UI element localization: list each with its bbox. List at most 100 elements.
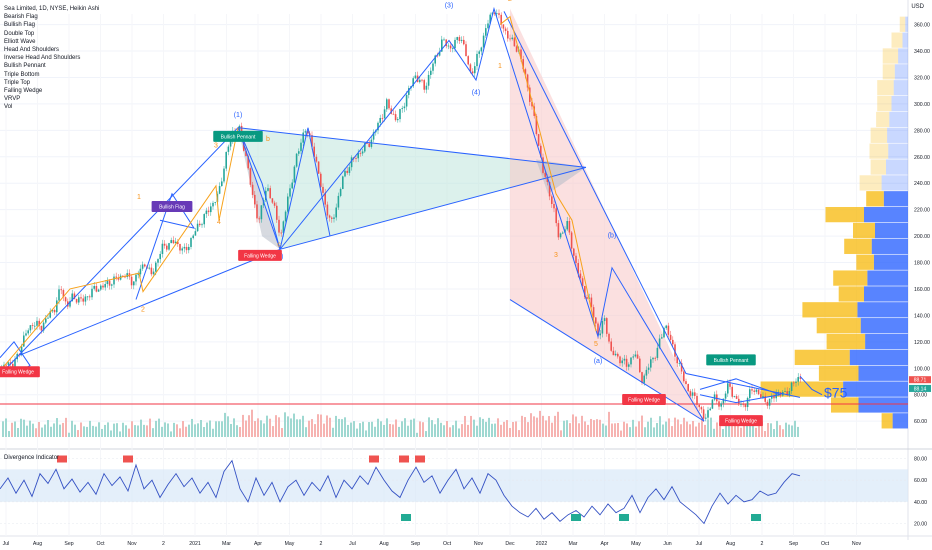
volume-bar [374,426,376,437]
candle-body [82,298,84,302]
candle-body [562,232,564,234]
indicator-item[interactable]: Triple Top [4,79,31,86]
pattern-tag [719,415,763,427]
candle-body [80,297,82,299]
volume-bar [116,423,118,437]
volume-bar [608,411,610,437]
time-tick-label: 2 [320,541,323,547]
candle-body [634,354,637,357]
candle-body [163,243,166,246]
candle-body [436,55,439,57]
candle-body [599,333,601,336]
candle-body [185,246,188,251]
price-tick-label: 140.00 [914,313,930,319]
volume-bar [698,422,700,437]
elliott-wave-label: 2 [508,0,512,3]
candle-body [614,353,617,356]
indicator-item[interactable]: Falling Wedge [4,88,43,95]
candle-body [740,404,742,405]
price-tick-label: 340.00 [914,49,930,55]
volume-bar [569,423,571,437]
indicator-item[interactable]: Double Top [4,30,35,37]
volume-bar [101,428,103,437]
volume-bar [437,418,439,437]
candle-body [386,99,388,110]
volume-bar [410,419,412,437]
candle-body [427,74,430,86]
candle-body [394,114,397,121]
time-tick-label: Nov [474,541,484,547]
volume-bar [215,421,217,437]
time-tick-label: Jul [349,541,356,547]
volume-bar [68,432,70,437]
candle-body [221,181,223,187]
overlap-shadow-fill [536,159,586,194]
volume-bar [461,424,463,437]
time-tick-label: Aug [379,541,388,547]
volume-bar [353,421,355,437]
volume-bar [590,418,592,437]
volume-bar [653,427,655,437]
oscillator-tick-label: 80.00 [914,457,927,463]
candle-body [551,196,553,204]
volume-bar [47,420,49,437]
pattern-tag [622,393,666,405]
volume-bar [659,416,661,437]
candle-body [641,372,643,383]
volume-bar [41,427,43,437]
bull-divergence-tag [619,514,629,521]
volume-bar [62,422,64,437]
candle-body [463,39,465,45]
volume-bar [707,419,709,437]
candle-body [630,357,632,365]
indicator-item[interactable]: Bearish Flag [4,14,38,21]
candle-body [645,369,648,376]
candle-body [597,323,599,336]
volume-bar [662,424,664,437]
volume-bar [518,430,520,437]
volume-bar [212,428,214,437]
indicator-item[interactable]: VRVP [4,96,21,103]
volume-bar [134,425,136,437]
volume-bar [452,425,454,437]
volume-bar [260,420,262,437]
volume-bar [614,423,616,437]
indicator-item[interactable]: Triple Bottom [4,71,40,78]
candle-body [212,202,214,207]
volume-bar [551,422,553,437]
volume-bar [557,411,559,437]
vp-up-bar [826,333,866,350]
volume-bar [380,421,382,437]
vp-up-bar [881,413,893,429]
volume-bar [155,420,157,437]
volume-bar [485,421,487,437]
volume-bar [23,419,25,437]
indicator-item[interactable]: Head And Shoulders [4,47,60,54]
candle-body [515,46,518,52]
volume-bar [479,417,481,437]
vp-down-bar [887,127,908,143]
candle-body [302,132,304,143]
candle-body [421,79,423,81]
indicator-item[interactable]: Bullish Pennant [4,63,46,70]
candle-body [498,13,500,15]
candle-body [438,51,441,56]
symbol-title[interactable]: Sea Limited, 1D, NYSE, Heikin Ashi [4,6,100,12]
oscillator-title[interactable]: Divergence Indicator [4,455,60,461]
volume-bar [596,419,598,437]
candle-body [707,410,709,418]
indicator-item[interactable]: Elliott Wave [4,38,36,45]
indicator-item[interactable]: Bullish Flag [4,22,36,29]
indicator-item[interactable]: Vol [4,104,13,111]
time-tick-label: Aug [726,541,735,547]
candle-body [23,335,25,347]
vp-down-bar [886,159,908,175]
candle-body [601,321,604,334]
candle-body [768,398,771,406]
candle-body [405,94,408,107]
time-tick-label: Oct [96,541,105,547]
indicator-item[interactable]: Inverse Head And Shoulders [4,55,81,62]
volume-bar [167,423,169,437]
